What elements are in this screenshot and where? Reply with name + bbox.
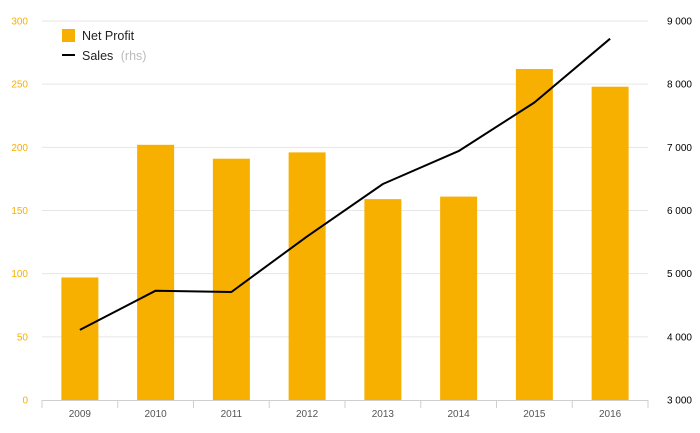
left-axis-tick-label: 50 xyxy=(17,332,29,343)
right-axis-tick-label: 4 000 xyxy=(667,332,692,343)
line-series-sales xyxy=(79,37,611,331)
axes: 0 50 100 150 200 250 300 3 000 4 000 5 000 6 000 7 … xyxy=(11,17,692,421)
right-axis-tick-label: 8 000 xyxy=(667,80,692,91)
x-axis-tick-label: 2016 xyxy=(599,409,622,420)
x-axis-tick-label: 2013 xyxy=(372,409,395,420)
x-axis-tick-label: 2009 xyxy=(69,409,92,420)
bar-series-net-profit xyxy=(61,69,629,401)
legend-label-net-profit: Net Profit xyxy=(82,29,135,43)
legend-label-sales-name: Sales xyxy=(82,49,113,63)
right-axis-tick-label: 6 000 xyxy=(667,206,692,217)
square-swatch-icon xyxy=(62,29,75,42)
bar-net-profit xyxy=(61,277,99,400)
x-axis-tick-label: 2015 xyxy=(523,409,546,420)
right-axis-tick-label: 5 000 xyxy=(667,269,692,280)
x-axis-tick-label: 2014 xyxy=(448,409,471,420)
sales-line xyxy=(79,37,611,331)
x-axis-tick-label: 2011 xyxy=(221,409,243,420)
bar-net-profit xyxy=(440,196,478,400)
legend-label-sales: Sales (rhs) xyxy=(82,49,146,63)
left-axis-tick-label: 250 xyxy=(11,80,28,91)
left-axis-tick-label: 300 xyxy=(11,17,28,28)
legend-label-sales-suffix: (rhs) xyxy=(121,49,147,63)
bar-net-profit xyxy=(515,69,553,401)
bar-net-profit xyxy=(212,158,250,400)
bar-net-profit xyxy=(591,86,629,401)
right-axis-tick-label: 7 000 xyxy=(667,143,692,154)
right-axis-tick-label: 9 000 xyxy=(667,17,692,28)
bar-net-profit xyxy=(288,152,326,400)
left-axis-tick-label: 100 xyxy=(11,269,28,280)
x-axis-tick-label: 2010 xyxy=(145,409,168,420)
bar-net-profit xyxy=(364,199,402,400)
right-axis-tick-label: 3 000 xyxy=(667,396,692,407)
left-axis-tick-label: 0 xyxy=(22,396,28,407)
left-axis-tick-label: 150 xyxy=(11,206,28,217)
grid-lines xyxy=(42,20,648,338)
bar-net-profit xyxy=(137,144,175,400)
left-axis-tick-label: 200 xyxy=(11,143,28,154)
legend: Net Profit Sales (rhs) xyxy=(62,29,146,63)
x-axis-tick-label: 2012 xyxy=(296,409,319,420)
